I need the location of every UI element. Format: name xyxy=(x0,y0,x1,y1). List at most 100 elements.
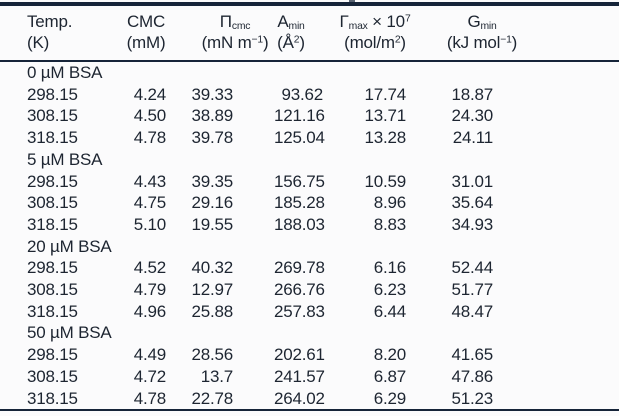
cell-temp: 308.15 xyxy=(27,280,78,300)
col-header-pi-cmc: Πcmc (mN m−1) xyxy=(185,4,274,61)
cell-pi-cmc: 39.33 xyxy=(191,84,233,104)
cell-a-min: 202.61 xyxy=(274,345,325,365)
cell-temp: 308.15 xyxy=(27,193,78,213)
col-header-temp-unit: (K) xyxy=(27,33,50,52)
cell-pi-cmc: 22.78 xyxy=(191,388,233,408)
cell-temp: 298.15 xyxy=(27,258,78,278)
col-header-pi-cmc-symbol: Πcmc xyxy=(219,12,251,32)
table-row: 298.15 4.49 28.56 202.61 8.20 41.65 xyxy=(0,344,619,366)
cell-cmc: 4.24 xyxy=(133,84,166,104)
table-row: 298.15 4.52 40.32 269.78 6.16 52.44 xyxy=(0,257,619,279)
section-row: 50 µM BSA xyxy=(0,322,619,344)
row-spacer xyxy=(530,214,619,236)
cell-cmc: 4.78 xyxy=(133,128,166,148)
table-row: 318.15 4.96 25.88 257.83 6.44 48.47 xyxy=(0,301,619,323)
cell-a-min: 185.28 xyxy=(274,193,325,213)
cell-g-min: 47.86 xyxy=(451,366,493,386)
cell-g-min: 48.47 xyxy=(451,301,493,321)
section-row: 5 µM BSA xyxy=(0,149,619,171)
row-spacer xyxy=(530,279,619,301)
cell-a-min: 257.83 xyxy=(274,301,325,321)
cell-g-min: 18.87 xyxy=(451,84,493,104)
table-row: 298.15 4.24 39.33 93.62 17.74 18.87 xyxy=(0,84,619,106)
header-spacer xyxy=(530,4,619,61)
col-header-a-min-unit: (Å2) xyxy=(277,33,305,52)
cell-gamma-max: 13.71 xyxy=(364,106,406,126)
col-header-pi-cmc-unit: (mN m−1) xyxy=(201,33,269,52)
cell-g-min: 24.30 xyxy=(451,106,493,126)
cell-g-min: 52.44 xyxy=(451,258,493,278)
table-header-row: Temp. (K) CMC (mM) Πcmc (mN m−1) Amin (Å2) Γmax … xyxy=(0,4,619,61)
col-header-g-min-symbol: Gmin xyxy=(467,12,497,32)
col-header-cmc: CMC (mM) xyxy=(107,4,185,61)
row-spacer xyxy=(530,105,619,127)
caption-remnant-mark xyxy=(349,0,355,2)
col-header-a-min-symbol: Amin xyxy=(277,12,305,32)
cell-pi-cmc: 29.16 xyxy=(191,193,233,213)
col-header-g-min: Gmin (kJ mol−1) xyxy=(434,4,530,61)
cell-a-min: 269.78 xyxy=(274,258,325,278)
table-row: 298.15 4.43 39.35 156.75 10.59 31.01 xyxy=(0,171,619,193)
cell-cmc: 4.79 xyxy=(133,280,166,300)
table-row: 318.15 4.78 22.78 264.02 6.29 51.23 xyxy=(0,388,619,411)
section-label: 20 µM BSA xyxy=(27,236,112,256)
section-label: 5 µM BSA xyxy=(27,149,103,169)
col-header-gamma-max-unit: (mol/m2) xyxy=(344,33,406,52)
cell-a-min: 188.03 xyxy=(274,214,325,234)
col-header-cmc-symbol: CMC xyxy=(126,12,166,31)
cell-g-min: 35.64 xyxy=(451,193,493,213)
cell-gamma-max: 10.59 xyxy=(364,171,406,191)
cell-cmc: 4.50 xyxy=(133,106,166,126)
cell-a-min: 125.04 xyxy=(274,128,325,148)
cell-cmc: 4.96 xyxy=(133,301,166,321)
cell-a-min: 156.75 xyxy=(274,171,325,191)
cell-temp: 298.15 xyxy=(27,84,78,104)
row-spacer xyxy=(530,301,619,323)
col-header-cmc-unit: (mM) xyxy=(126,33,166,52)
cell-cmc: 4.75 xyxy=(133,193,166,213)
table-row: 308.15 4.50 38.89 121.16 13.71 24.30 xyxy=(0,105,619,127)
cell-pi-cmc: 28.56 xyxy=(191,345,233,365)
table-row: 318.15 5.10 19.55 188.03 8.83 34.93 xyxy=(0,214,619,236)
cell-cmc: 4.72 xyxy=(133,366,166,386)
cell-gamma-max: 6.87 xyxy=(373,366,406,386)
cell-temp: 318.15 xyxy=(27,128,78,148)
cell-cmc: 4.49 xyxy=(133,345,166,365)
cell-a-min: 264.02 xyxy=(274,388,325,408)
cell-gamma-max: 6.29 xyxy=(373,388,406,408)
cell-gamma-max: 6.16 xyxy=(373,258,406,278)
row-spacer xyxy=(530,127,619,149)
cell-cmc: 4.52 xyxy=(133,258,166,278)
cell-temp: 308.15 xyxy=(27,106,78,126)
cell-a-min: 266.76 xyxy=(274,280,325,300)
cell-a-min: 241.57 xyxy=(274,366,325,386)
cell-g-min: 34.93 xyxy=(451,214,493,234)
cell-cmc: 4.78 xyxy=(133,388,166,408)
row-spacer xyxy=(530,344,619,366)
cell-gamma-max: 17.74 xyxy=(364,84,406,104)
cell-pi-cmc: 25.88 xyxy=(191,301,233,321)
section-label: 0 µM BSA xyxy=(27,63,103,82)
table-row: 318.15 4.78 39.78 125.04 13.28 24.11 xyxy=(0,127,619,149)
cell-cmc: 5.10 xyxy=(133,214,166,234)
row-spacer xyxy=(530,192,619,214)
cell-pi-cmc: 13.7 xyxy=(200,366,233,386)
cell-a-min: 121.16 xyxy=(274,106,325,126)
cell-a-min: 93.62 xyxy=(281,84,323,104)
col-header-gamma-max: Γmax × 107 (mol/m2) xyxy=(326,4,434,61)
cell-temp: 318.15 xyxy=(27,388,78,408)
cell-pi-cmc: 39.35 xyxy=(191,171,233,191)
cell-gamma-max: 13.28 xyxy=(364,128,406,148)
section-row: 20 µM BSA xyxy=(0,236,619,258)
row-spacer xyxy=(530,84,619,106)
row-spacer xyxy=(530,171,619,193)
cell-pi-cmc: 12.97 xyxy=(191,280,233,300)
col-header-a-min: Amin (Å2) xyxy=(274,4,326,61)
cell-temp: 298.15 xyxy=(27,345,78,365)
section-label: 50 µM BSA xyxy=(27,323,112,343)
col-header-temp: Temp. (K) xyxy=(0,4,107,61)
col-header-temp-symbol: Temp. xyxy=(27,12,73,31)
row-spacer xyxy=(530,388,619,411)
